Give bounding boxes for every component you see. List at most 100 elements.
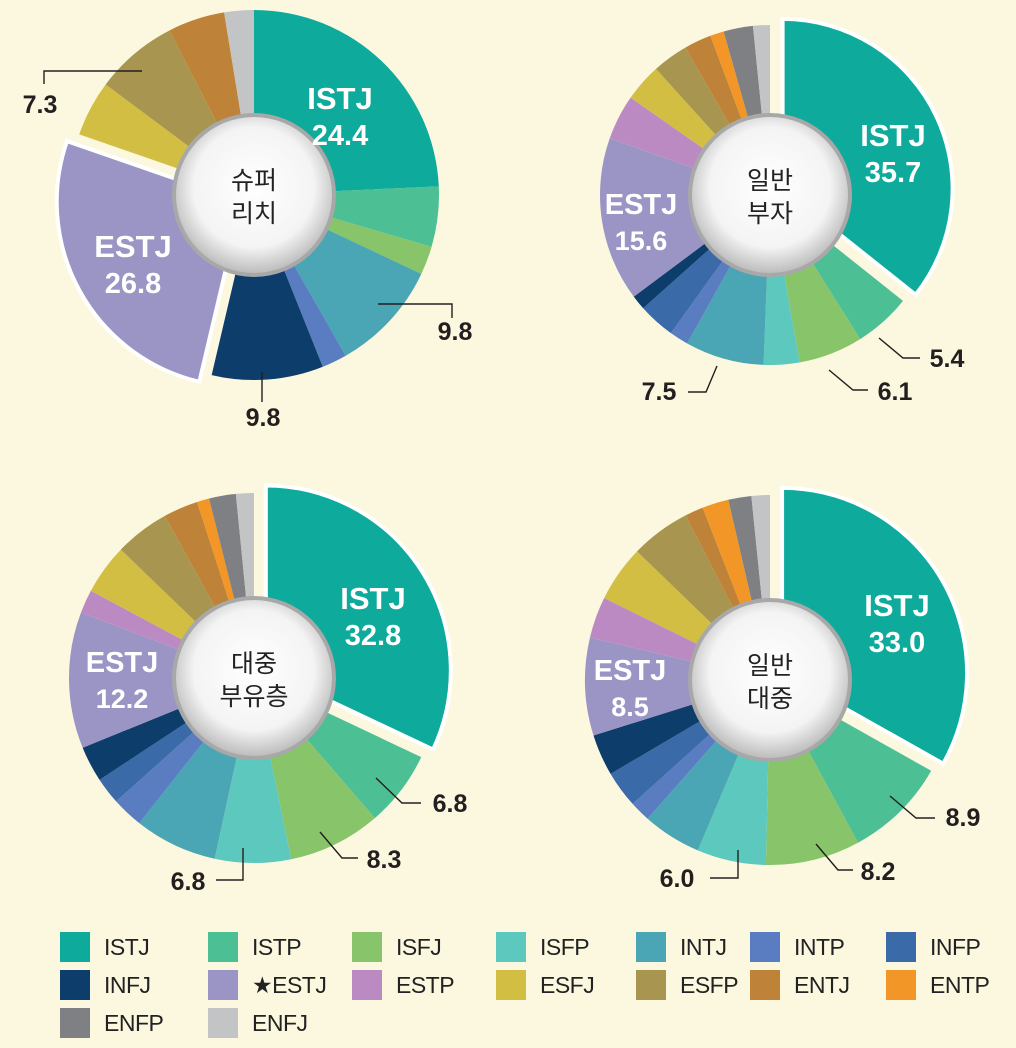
callout-leader-line bbox=[378, 303, 453, 318]
legend-swatch bbox=[750, 932, 780, 962]
center-label: 일반 bbox=[747, 166, 793, 195]
legend-label: ESTP bbox=[396, 971, 455, 998]
legend-item-intj: INTJ bbox=[636, 932, 727, 962]
slice-name-label: ISTJ bbox=[860, 118, 925, 153]
callout-leader-line bbox=[319, 831, 358, 859]
legend-swatch bbox=[60, 1008, 90, 1038]
slice-name-label: ISTJ bbox=[340, 581, 405, 616]
legend-label: ★ESTJ bbox=[252, 971, 327, 998]
slice-value-label: 35.7 bbox=[865, 157, 921, 189]
center-label: 대중 bbox=[231, 649, 277, 678]
center-hub bbox=[176, 600, 332, 756]
center-hub bbox=[692, 117, 848, 273]
legend-label: INFP bbox=[930, 933, 981, 960]
callout-value-label: 6.8 bbox=[171, 868, 206, 896]
callout-leader-line bbox=[828, 369, 868, 391]
legend-swatch bbox=[636, 932, 666, 962]
slice-istj bbox=[780, 16, 955, 298]
legend-item-entj: ENTJ bbox=[750, 970, 850, 1000]
callout-value-label: 6.1 bbox=[878, 378, 913, 406]
center-label: 일반 bbox=[747, 651, 793, 680]
callout-leader-line bbox=[43, 70, 142, 84]
legend-swatch bbox=[636, 970, 666, 1000]
legend-item-isfp: ISFP bbox=[496, 932, 590, 962]
legend-label: ENFP bbox=[104, 1009, 164, 1036]
slice-name-label: ESTJ bbox=[94, 229, 172, 264]
slice-value-label: 15.6 bbox=[615, 226, 668, 256]
legend-item-esfp: ESFP bbox=[636, 970, 739, 1000]
legend-label: INFJ bbox=[104, 971, 151, 998]
legend-label: ISFP bbox=[540, 933, 590, 960]
legend-item-isfj: ISFJ bbox=[352, 932, 442, 962]
callout-leader-line bbox=[710, 850, 739, 879]
legend-label: ISTJ bbox=[104, 933, 150, 960]
legend-label: ENTJ bbox=[794, 971, 850, 998]
center-label: 부자 bbox=[747, 199, 793, 228]
legend-label: ESFP bbox=[680, 971, 739, 998]
legend-swatch bbox=[750, 970, 780, 1000]
callout-value-label: 8.2 bbox=[861, 858, 896, 886]
center-label: 대중 bbox=[747, 684, 793, 713]
legend-label: ENTP bbox=[930, 971, 990, 998]
legend-swatch bbox=[208, 1008, 238, 1038]
legend-swatch bbox=[208, 932, 238, 962]
slice-value-label: 33.0 bbox=[869, 627, 925, 659]
callout-value-label: 6.8 bbox=[433, 790, 468, 818]
slice-value-label: 32.8 bbox=[345, 620, 401, 652]
callout-leader-line bbox=[375, 777, 421, 804]
legend-swatch bbox=[496, 932, 526, 962]
callout-leader-line bbox=[815, 843, 853, 871]
slice-name-label: ISTJ bbox=[307, 81, 372, 116]
callout-value-label: 8.9 bbox=[946, 804, 981, 832]
slice-estj bbox=[600, 138, 770, 297]
center-label: 리치 bbox=[231, 199, 277, 228]
legend-item-entp: ENTP bbox=[886, 970, 990, 1000]
legend-swatch bbox=[60, 970, 90, 1000]
callout-value-label: 8.3 bbox=[367, 846, 402, 874]
callout-value-label: 7.5 bbox=[642, 378, 677, 406]
center-label: 부유층 bbox=[219, 682, 288, 711]
legend-label: ISFJ bbox=[396, 933, 442, 960]
callout-value-label: 6.0 bbox=[660, 865, 695, 893]
slice-estj bbox=[68, 612, 254, 748]
legend-item-intp: INTP bbox=[750, 932, 845, 962]
slice-value-label: 26.8 bbox=[105, 268, 161, 300]
slice-infj bbox=[211, 195, 323, 381]
slice-name-label: ISTJ bbox=[864, 588, 929, 623]
legend-swatch bbox=[352, 932, 382, 962]
slice-value-label: 8.5 bbox=[611, 692, 649, 722]
center-label: 슈퍼 bbox=[231, 166, 277, 195]
legend-label: ISTP bbox=[252, 933, 302, 960]
legend-item-estj: ★ESTJ bbox=[208, 970, 327, 1000]
slice-name-label: ESTJ bbox=[86, 647, 159, 679]
legend-swatch bbox=[60, 932, 90, 962]
legend-item-esfj: ESFJ bbox=[496, 970, 595, 1000]
legend-label: ENFJ bbox=[252, 1009, 308, 1036]
legend-swatch bbox=[886, 932, 916, 962]
legend-swatch bbox=[496, 970, 526, 1000]
legend-item-enfp: ENFP bbox=[60, 1008, 164, 1038]
callout-value-label: 7.3 bbox=[23, 91, 58, 119]
legend-swatch bbox=[886, 970, 916, 1000]
callout-leader-line bbox=[216, 848, 244, 881]
callout-value-label: 9.8 bbox=[438, 318, 473, 346]
callout-value-label: 9.8 bbox=[246, 404, 281, 432]
slice-name-label: ESTJ bbox=[605, 189, 678, 221]
legend-label: ESFJ bbox=[540, 971, 595, 998]
center-hub bbox=[176, 117, 332, 273]
legend-item-enfj: ENFJ bbox=[208, 1008, 308, 1038]
legend-item-istp: ISTP bbox=[208, 932, 302, 962]
legend-item-istj: ISTJ bbox=[60, 932, 150, 962]
legend-label: INTP bbox=[794, 933, 845, 960]
slice-isfp bbox=[214, 678, 292, 863]
slice-value-label: 12.2 bbox=[96, 684, 149, 714]
slice-name-label: ESTJ bbox=[594, 655, 667, 687]
legend-item-estp: ESTP bbox=[352, 970, 455, 1000]
legend-swatch bbox=[352, 970, 382, 1000]
legend-swatch bbox=[208, 970, 238, 1000]
slice-estj bbox=[585, 637, 770, 736]
